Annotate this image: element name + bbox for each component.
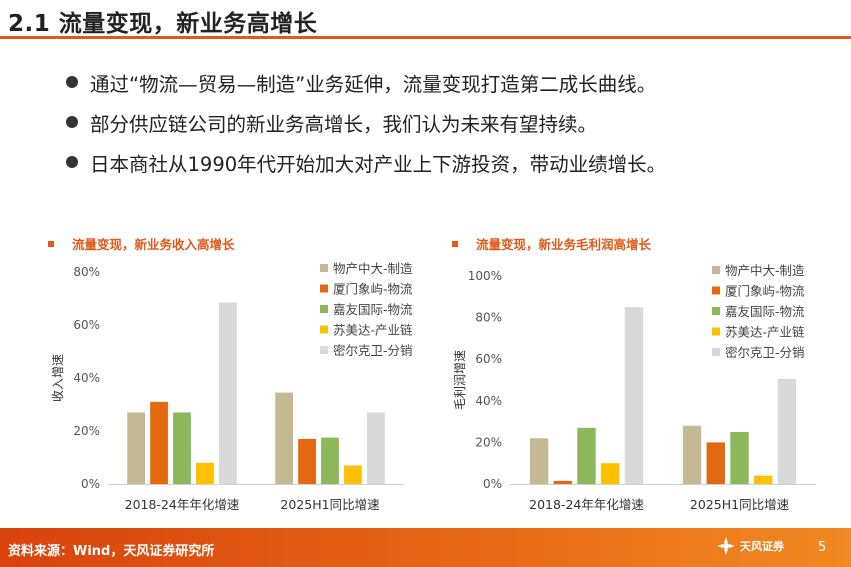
chart-title: 流量变现，新业务收入高增长 xyxy=(48,234,235,253)
chart-title: 流量变现，新业务毛利润高增长 xyxy=(452,234,651,253)
legend-swatch xyxy=(712,266,720,274)
legend-label: 嘉友国际-物流 xyxy=(725,304,805,319)
bar-物产中大-制造 xyxy=(275,392,293,484)
x-tick-label: 2018-24年年化增速 xyxy=(125,497,240,512)
bar-密尔克卫-分销 xyxy=(367,412,385,484)
revenue-growth-chart: 流量变现，新业务收入高增长 0% 20% 40% 60% 80% 收入增速 2018-24年… xyxy=(48,228,440,520)
legend-label: 密尔克卫-分销 xyxy=(725,345,805,360)
legend-swatch xyxy=(712,327,720,336)
logo-text: 天风证券 xyxy=(740,540,784,553)
y-axis-label: 毛利润增速 xyxy=(453,350,467,410)
bar-物产中大-制造 xyxy=(682,425,702,484)
bar-嘉友国际-物流 xyxy=(577,427,596,484)
bullet-dot-icon xyxy=(66,76,78,88)
chart-title-text: 流量变现，新业务毛利润高增长 xyxy=(476,237,652,252)
bar-密尔克卫-分销 xyxy=(777,378,797,484)
bar-厦门象屿-物流 xyxy=(150,401,168,484)
bullet-dot-icon xyxy=(66,116,78,128)
bar-嘉友国际-物流 xyxy=(730,432,749,484)
legend-swatch xyxy=(320,284,328,293)
legend-swatch xyxy=(320,264,328,272)
legend-swatch xyxy=(712,348,720,356)
x-tick-label: 2025H1同比增速 xyxy=(690,497,790,512)
y-tick-label: 20% xyxy=(475,435,502,449)
company-logo: 天风证券 xyxy=(716,536,784,556)
bar-厦门象屿-物流 xyxy=(706,442,725,484)
source-note: 资料来源：Wind，天风证券研究所 xyxy=(8,544,215,559)
bar-苏美达-产业链 xyxy=(196,462,214,484)
y-tick-label: 40% xyxy=(73,371,100,385)
page-number: 5 xyxy=(818,540,827,555)
bar-嘉友国际-物流 xyxy=(173,412,191,484)
legend-label: 苏美达-产业链 xyxy=(725,325,805,340)
legend-label: 厦门象屿-物流 xyxy=(333,282,413,297)
gross-profit-growth-chart: 流量变现，新业务毛利润高增长 0% 20% 40% 60% 80% 100% 毛利润增速 20… xyxy=(452,228,844,520)
bullet-text: 日本商社从1990年代开始加大对产业上下游投资，带动业绩增长。 xyxy=(90,152,667,176)
bar-密尔克卫-分销 xyxy=(219,302,237,484)
bullet-text: 部分供应链公司的新业务高增长，我们认为未来有望持续。 xyxy=(90,112,598,136)
bar-物产中大-制造 xyxy=(529,438,549,484)
x-tick-label: 2018-24年年化增速 xyxy=(529,497,644,512)
y-tick-label: 0% xyxy=(483,477,502,491)
chart-title-text: 流量变现，新业务收入高增长 xyxy=(72,237,235,252)
x-tick-label: 2025H1同比增速 xyxy=(280,497,380,512)
title-square-icon xyxy=(48,240,54,247)
legend-label: 苏美达-产业链 xyxy=(333,323,413,338)
title-divider xyxy=(0,36,851,39)
bar-苏美达-产业链 xyxy=(601,463,620,484)
bar-物产中大-制造 xyxy=(127,412,145,484)
footer-bar: 资料来源：Wind，天风证券研究所 天风证券 5 xyxy=(0,528,851,567)
legend-swatch xyxy=(712,286,720,295)
y-tick-label: 60% xyxy=(475,352,502,366)
legend-swatch xyxy=(712,307,720,315)
slide-title: 2.1 流量变现，新业务高增长 xyxy=(8,11,318,37)
bullet-item: 日本商社从1990年代开始加大对产业上下游投资，带动业绩增长。 xyxy=(66,142,666,182)
legend-label: 物产中大-制造 xyxy=(725,263,805,278)
bullet-text: 通过“物流—贸易—制造”业务延伸，流量变现打造第二成长曲线。 xyxy=(90,72,657,96)
legend-swatch xyxy=(320,305,328,313)
legend-label: 密尔克卫-分销 xyxy=(333,343,413,358)
bar-嘉友国际-物流 xyxy=(321,437,339,484)
bullet-item: 部分供应链公司的新业务高增长，我们认为未来有望持续。 xyxy=(66,102,666,142)
gross-profit-growth-plot: 0% 20% 40% 60% 80% 100% 毛利润增速 2018-24年年化增速 2025H… xyxy=(453,263,816,512)
bar-厦门象屿-物流 xyxy=(298,438,316,484)
y-axis-label: 收入增速 xyxy=(51,354,65,402)
bar-厦门象屿-物流 xyxy=(553,480,572,484)
bar-苏美达-产业链 xyxy=(344,465,362,484)
bullet-list: 通过“物流—贸易—制造”业务延伸，流量变现打造第二成长曲线。 部分供应链公司的新… xyxy=(66,62,666,182)
legend-label: 厦门象屿-物流 xyxy=(725,284,805,299)
bar-密尔克卫-分销 xyxy=(624,307,644,484)
y-tick-label: 100% xyxy=(468,269,502,283)
y-tick-label: 80% xyxy=(73,265,100,279)
y-tick-label: 60% xyxy=(73,318,100,332)
legend-swatch xyxy=(320,346,328,354)
y-tick-label: 0% xyxy=(81,477,100,491)
logo-icon xyxy=(717,537,735,555)
y-tick-label: 80% xyxy=(475,311,502,325)
y-tick-label: 20% xyxy=(73,424,100,438)
title-square-icon xyxy=(452,240,458,247)
bar-苏美达-产业链 xyxy=(754,475,773,484)
bullet-item: 通过“物流—贸易—制造”业务延伸，流量变现打造第二成长曲线。 xyxy=(66,62,666,102)
y-tick-label: 40% xyxy=(475,394,502,408)
bullet-dot-icon xyxy=(66,156,78,168)
legend-swatch xyxy=(320,325,328,334)
legend-label: 物产中大-制造 xyxy=(333,261,413,276)
revenue-growth-plot: 0% 20% 40% 60% 80% 收入增速 2018-24年年化增速 2025H1同比增速… xyxy=(51,261,413,512)
legend-label: 嘉友国际-物流 xyxy=(333,302,413,317)
